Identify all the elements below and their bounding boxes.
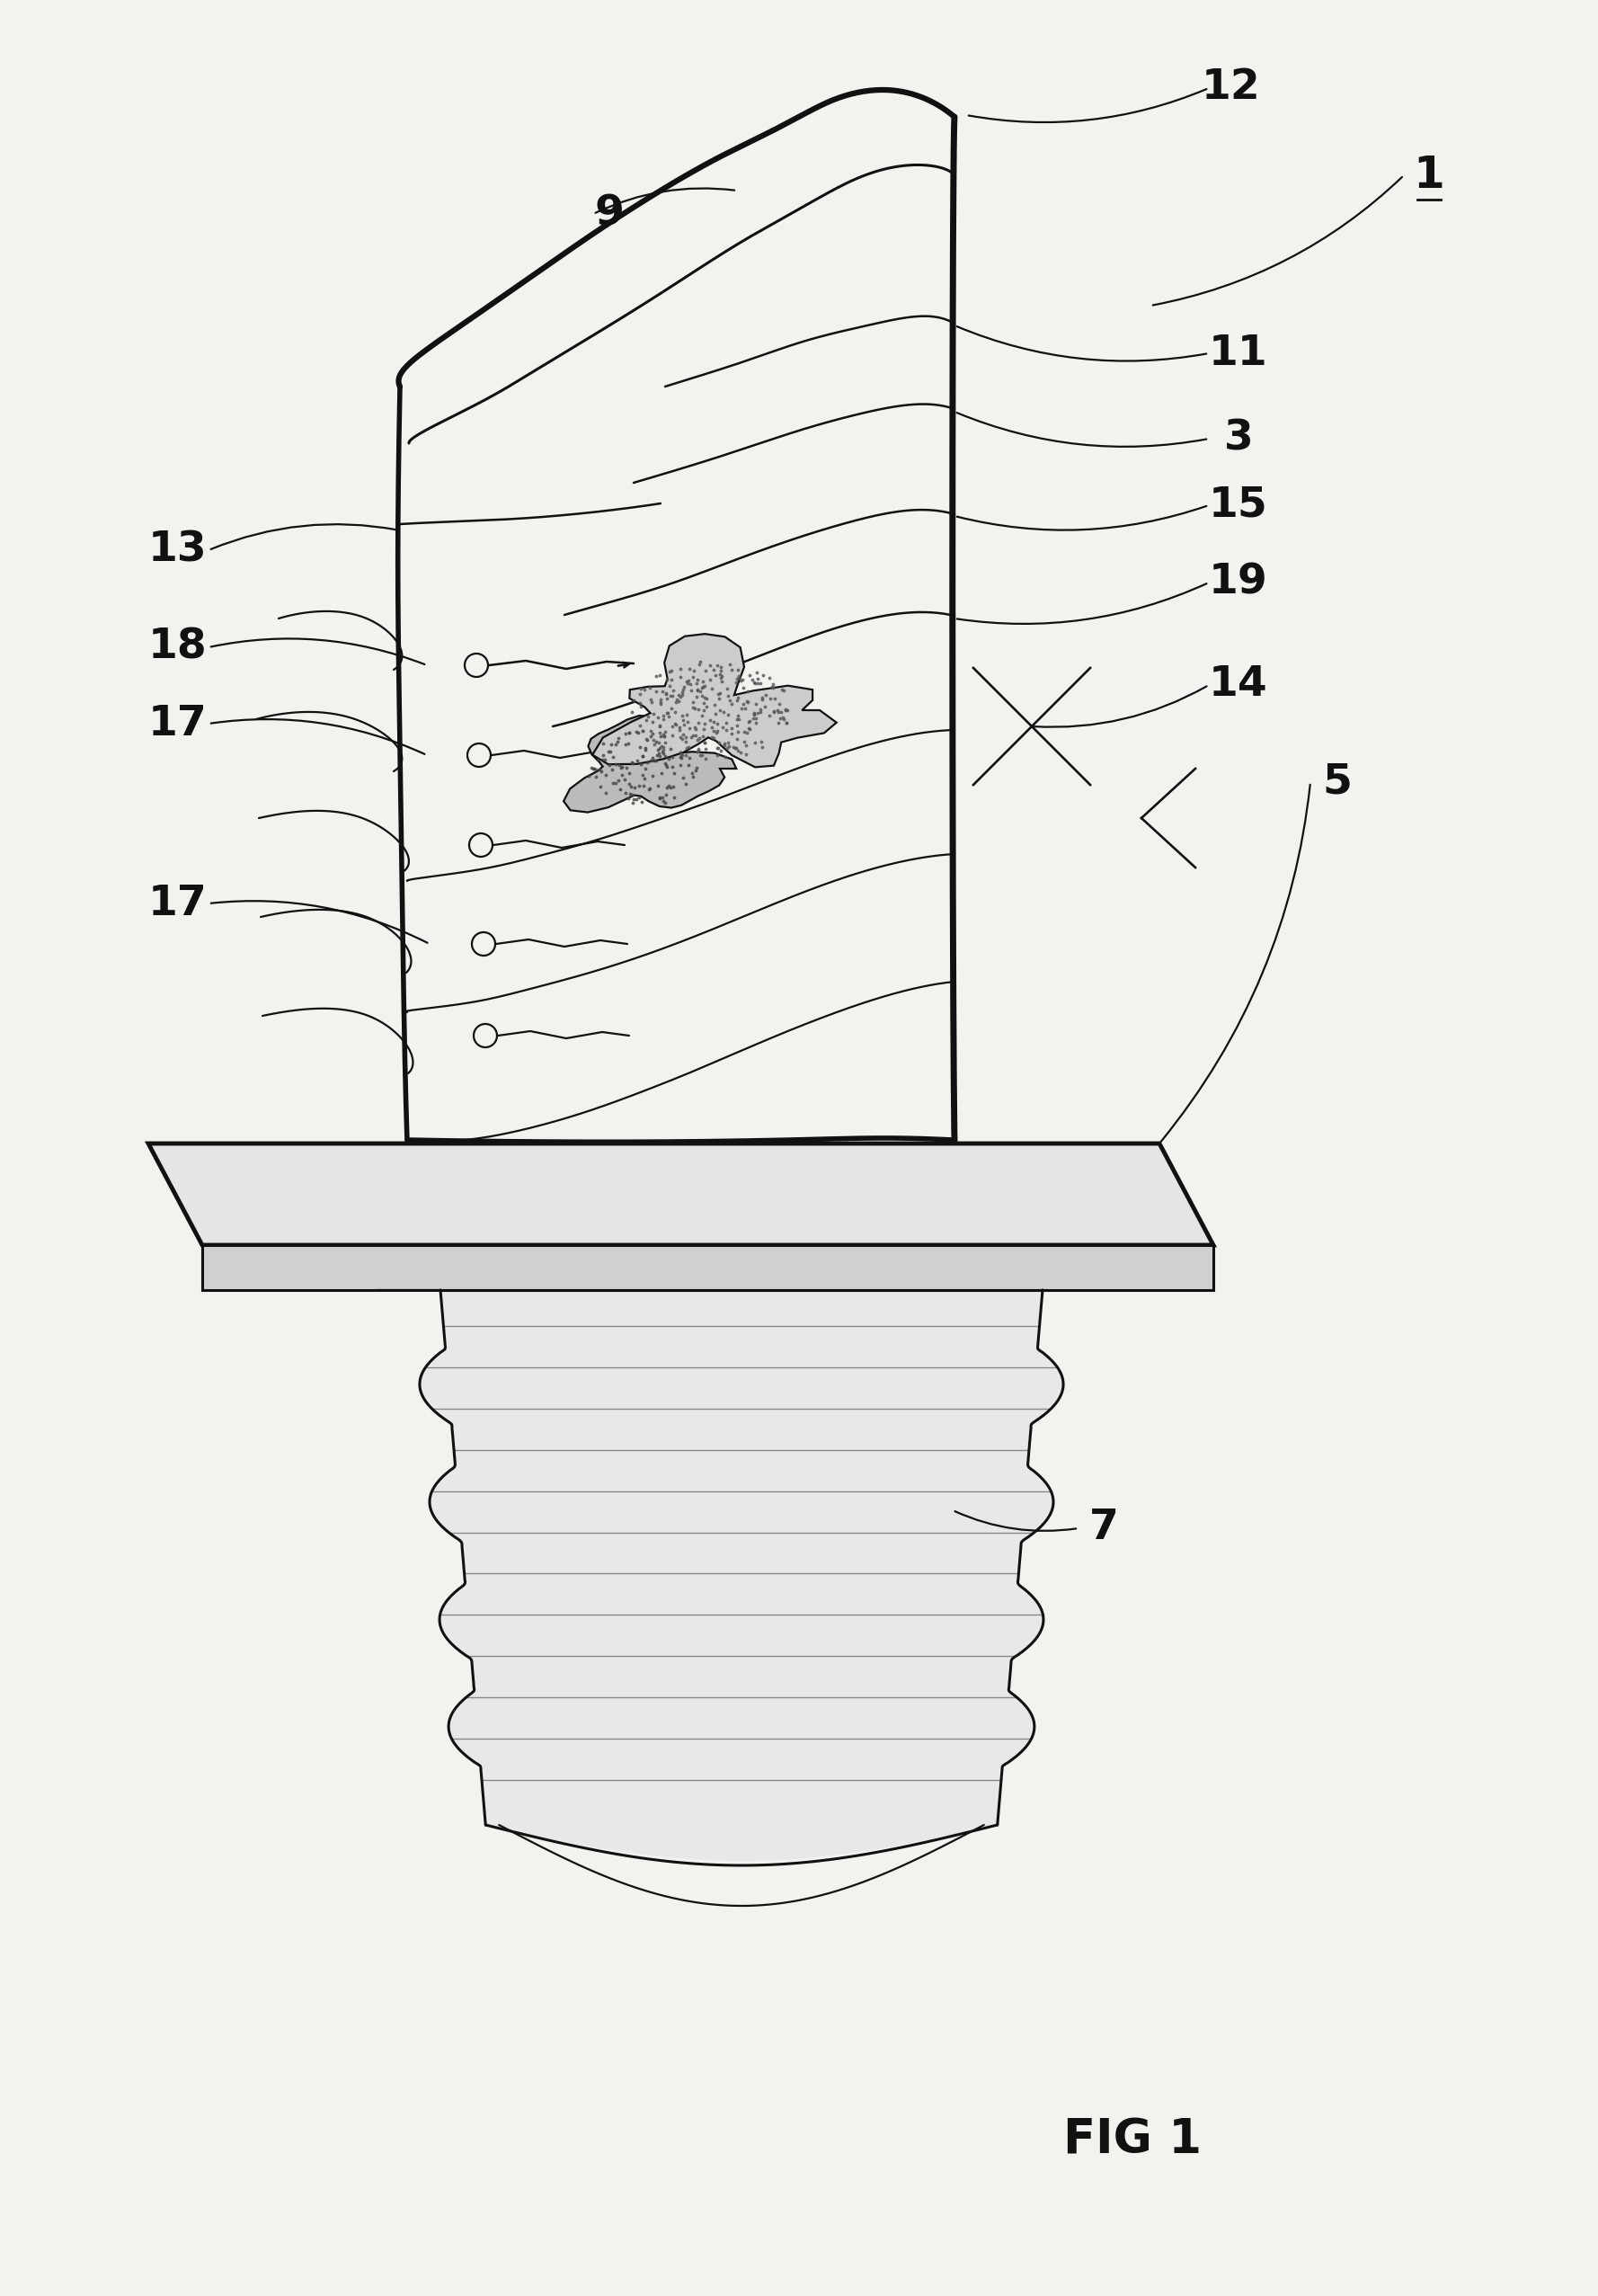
Polygon shape: [564, 716, 737, 813]
Text: 15: 15: [1210, 484, 1269, 526]
Polygon shape: [149, 1143, 1213, 1244]
Text: 9: 9: [594, 193, 625, 234]
Text: 5: 5: [1323, 762, 1352, 801]
Polygon shape: [593, 634, 836, 767]
Text: 1: 1: [1413, 154, 1445, 197]
Text: 17: 17: [149, 703, 208, 744]
Text: FIG 1: FIG 1: [1063, 2117, 1202, 2163]
Text: 7: 7: [1088, 1508, 1119, 1548]
Text: 12: 12: [1202, 69, 1261, 108]
Text: 3: 3: [1224, 418, 1253, 459]
Text: 19: 19: [1210, 563, 1269, 604]
Text: 13: 13: [149, 530, 208, 569]
Polygon shape: [420, 1290, 1063, 1860]
Polygon shape: [203, 1244, 1213, 1290]
Text: 18: 18: [149, 627, 208, 668]
Text: 14: 14: [1210, 666, 1269, 705]
Text: 17: 17: [149, 884, 208, 923]
Text: 11: 11: [1210, 333, 1269, 374]
